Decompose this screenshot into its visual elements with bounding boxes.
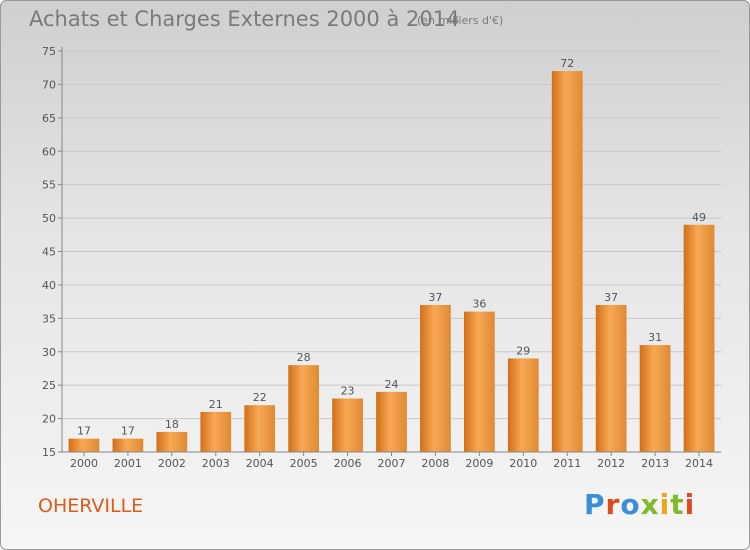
bar-2005: [288, 365, 320, 452]
x-tick-label: 2006: [334, 457, 362, 470]
y-tick-label: 30: [42, 346, 56, 359]
chart-subtitle: (en milliers d'€): [417, 14, 504, 27]
x-tick-label: 2002: [158, 457, 186, 470]
y-tick-label: 70: [42, 78, 56, 91]
y-tick-label: 55: [42, 179, 56, 192]
x-tick-label: 2008: [421, 457, 449, 470]
x-tick-label: 2000: [70, 457, 98, 470]
bar-value-label: 21: [209, 398, 223, 411]
bar-value-label: 72: [560, 57, 574, 70]
x-tick-label: 2011: [553, 457, 581, 470]
bar-2007: [376, 391, 407, 452]
bar-2009: [463, 311, 495, 452]
bar-2001: [112, 438, 144, 452]
bar-2014: [683, 224, 715, 452]
y-tick-label: 60: [42, 145, 56, 158]
x-tick-label: 2012: [597, 457, 625, 470]
bar-2012: [595, 304, 627, 452]
bar-value-label: 18: [165, 418, 179, 431]
x-tick-label: 2010: [509, 457, 537, 470]
x-tick-label: 2009: [465, 457, 493, 470]
bar-value-label: 17: [77, 425, 91, 438]
bar-value-label: 37: [428, 291, 442, 304]
bar-2003: [200, 411, 232, 452]
bar-2002: [156, 431, 188, 452]
bar-value-label: 29: [516, 344, 530, 357]
x-tick-label: 2005: [290, 457, 318, 470]
brand-letter: i: [659, 488, 671, 521]
y-tick-label: 50: [42, 212, 56, 225]
bar-2006: [332, 398, 363, 452]
y-tick-label: 75: [42, 45, 56, 58]
bars: 17 17 18 21 22 28 23 24 37 36 29 72 37 31 49: [68, 57, 715, 453]
bar-value-label: 49: [692, 211, 706, 224]
x-tick-label: 2013: [641, 457, 669, 470]
bar-value-label: 24: [385, 378, 399, 391]
x-tick-label: 2004: [246, 457, 274, 470]
bar-2008: [420, 304, 451, 452]
bar-value-label: 28: [297, 351, 311, 364]
brand-letter: x: [640, 488, 660, 521]
axes: [61, 47, 721, 453]
brand-letter: P: [584, 488, 606, 521]
brand-logo: Proxiti: [584, 488, 695, 521]
x-tick-label: 2001: [114, 457, 142, 470]
y-tick-label: 15: [42, 446, 56, 459]
bar-2010: [507, 358, 539, 452]
brand-letter: o: [620, 488, 641, 521]
y-tick-label: 45: [42, 246, 56, 259]
chart-title: Achats et Charges Externes 2000 à 2014: [29, 7, 460, 31]
y-tick-label: 65: [42, 112, 56, 125]
y-tick-label: 20: [42, 413, 56, 426]
brand-letter: i: [684, 488, 696, 521]
x-tick-label: 2007: [378, 457, 406, 470]
bar-2013: [639, 345, 671, 452]
city-name: OHERVILLE: [38, 495, 144, 517]
bar-2004: [244, 405, 276, 452]
brand-letter: t: [670, 488, 685, 521]
y-tick-label: 40: [42, 279, 56, 292]
y-axis-ticks: 15 20 25 30 35 40 45 50 55 60 65 70 75: [42, 45, 62, 459]
bar-2000: [68, 438, 100, 452]
bar-2011: [551, 71, 583, 453]
bar-value-label: 36: [472, 298, 486, 311]
bar-value-label: 17: [121, 425, 135, 438]
bar-value-label: 37: [604, 291, 618, 304]
bar-value-label: 31: [648, 331, 662, 344]
y-tick-label: 25: [42, 379, 56, 392]
x-tick-label: 2014: [685, 457, 713, 470]
brand-letter: r: [605, 488, 621, 521]
x-tick-label: 2003: [202, 457, 230, 470]
bar-value-label: 23: [341, 385, 355, 398]
x-axis-ticks: 2000 2001 2002 2003 2004 2005 2006 2007 2008 2009…: [70, 452, 713, 470]
bar-value-label: 22: [253, 391, 267, 404]
y-tick-label: 35: [42, 312, 56, 325]
